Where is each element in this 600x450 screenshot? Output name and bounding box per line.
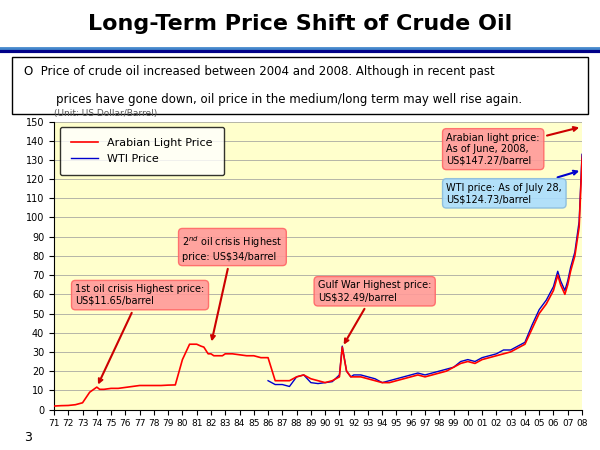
Arabian Light Price — [50, 403, 58, 409]
WTI Price — [479, 355, 486, 360]
Text: Gulf War Highest price:
US$32.49/barrel: Gulf War Highest price: US$32.49/barrel — [318, 280, 431, 343]
WTI Price — [300, 372, 307, 378]
WTI Price — [428, 370, 436, 376]
WTI Price — [583, 167, 590, 173]
Text: O  Price of crude oil increased between 2004 and 2008. Although in recent past: O Price of crude oil increased between 2… — [23, 65, 494, 78]
Arabian Light Price — [200, 344, 208, 350]
Arabian Light Price — [314, 378, 322, 383]
WTI Price — [450, 364, 457, 370]
Text: 1st oil crisis Highest price:
US$11.65/barrel: 1st oil crisis Highest price: US$11.65/b… — [76, 284, 205, 382]
Text: Arabian light price:
As of June, 2008,
US$147.27/barrel: Arabian light price: As of June, 2008, U… — [446, 127, 577, 166]
Text: WTI price: As of July 28,
US$124.73/barrel: WTI price: As of July 28, US$124.73/barr… — [446, 171, 577, 204]
WTI Price — [578, 152, 586, 157]
Legend: Arabian Light Price, WTI Price: Arabian Light Price, WTI Price — [59, 127, 224, 175]
FancyBboxPatch shape — [12, 57, 588, 114]
Arabian Light Price — [357, 374, 364, 379]
Text: prices have gone down, oil price in the medium/long term may well rise again.: prices have gone down, oil price in the … — [56, 93, 522, 106]
WTI Price — [493, 351, 500, 356]
WTI Price — [386, 378, 393, 383]
Line: Arabian Light Price: Arabian Light Price — [54, 127, 586, 406]
WTI Price — [265, 378, 272, 383]
Arabian Light Price — [65, 403, 72, 408]
WTI Price — [286, 384, 293, 389]
Text: Long-Term Price Shift of Crude Oil: Long-Term Price Shift of Crude Oil — [88, 14, 512, 33]
Text: 3: 3 — [24, 431, 32, 444]
Arabian Light Price — [583, 124, 590, 130]
Line: WTI Price: WTI Price — [268, 154, 586, 387]
Arabian Light Price — [561, 292, 568, 297]
Text: 2$^{nd}$ oil crisis Highest
price: US$34/barrel: 2$^{nd}$ oil crisis Highest price: US$34… — [182, 234, 283, 339]
Arabian Light Price — [205, 351, 212, 356]
Text: (Unit: US Dollar/Barrel): (Unit: US Dollar/Barrel) — [54, 109, 157, 118]
